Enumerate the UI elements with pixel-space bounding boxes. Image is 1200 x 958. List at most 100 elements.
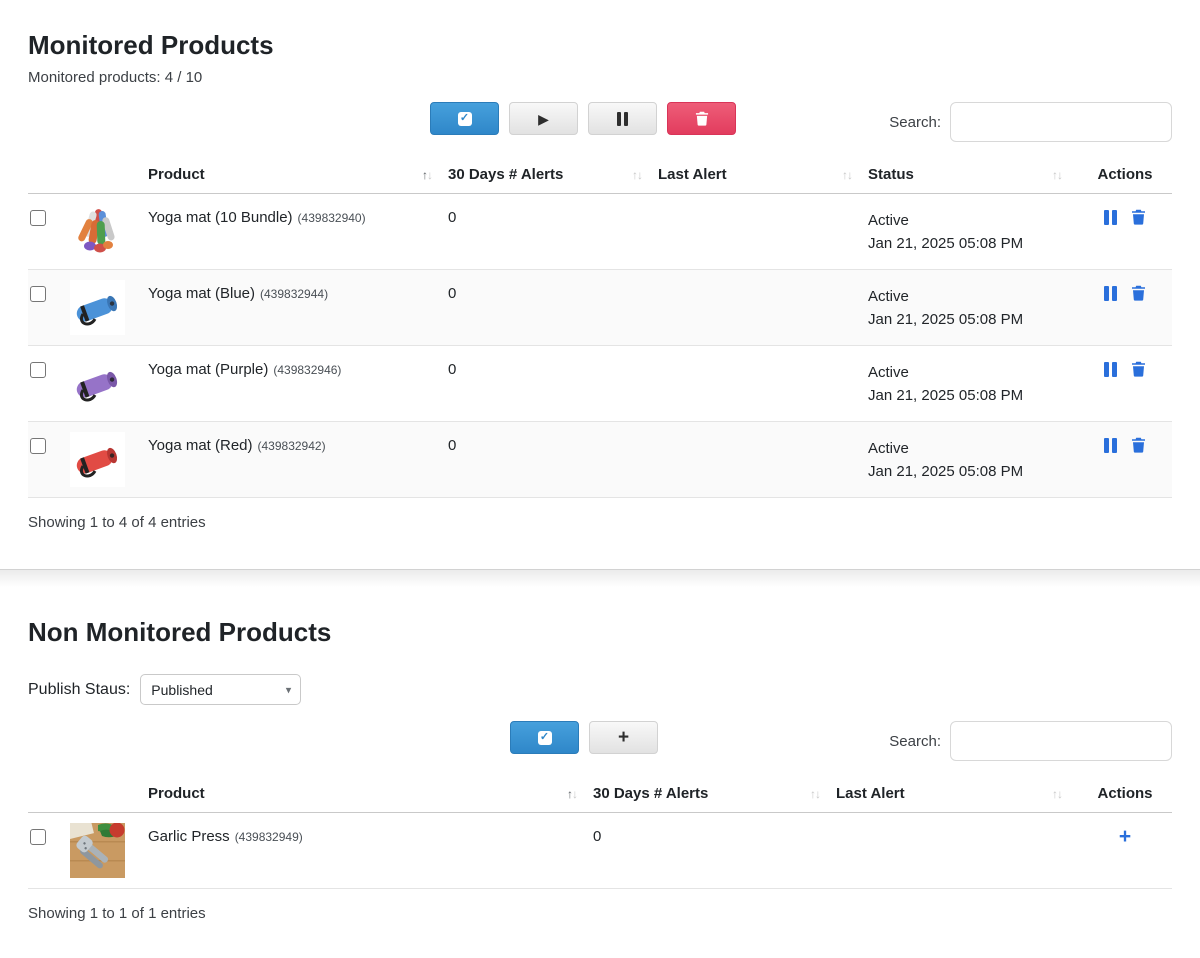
plus-icon: + bbox=[617, 727, 630, 748]
monitored-count-text: Monitored products: 4 / 10 bbox=[28, 69, 203, 86]
play-icon: ▶ bbox=[538, 110, 549, 127]
header-alerts[interactable]: 30 Days # Alerts ↑↓ bbox=[448, 160, 658, 194]
search-label: Search: bbox=[889, 113, 941, 131]
add-to-monitoring-button[interactable]: + bbox=[589, 721, 658, 754]
status-cell: Active Jan 21, 2025 05:08 PM bbox=[868, 193, 1078, 270]
sort-icon: ↑↓ bbox=[1052, 168, 1063, 182]
product-cell: Garlic Press (439832949) bbox=[148, 812, 593, 889]
row-checkbox[interactable] bbox=[30, 210, 46, 226]
header-last-alert[interactable]: Last Alert ↑↓ bbox=[836, 779, 1078, 813]
delete-product-icon[interactable] bbox=[1131, 437, 1146, 453]
pause-product-icon[interactable] bbox=[1104, 361, 1117, 377]
delete-selected-button[interactable] bbox=[667, 102, 736, 135]
header-actions: Actions bbox=[1078, 779, 1172, 813]
status-text: Active bbox=[868, 364, 909, 381]
non-monitored-products-table: Product ↑↓ 30 Days # Alerts ↑↓ Last Aler… bbox=[28, 779, 1172, 889]
sort-icon: ↑↓ bbox=[810, 787, 821, 801]
entries-info: Showing 1 to 1 of 1 entries bbox=[28, 905, 206, 922]
header-status[interactable]: Status ↑↓ bbox=[868, 160, 1078, 194]
trash-icon bbox=[695, 111, 708, 126]
alerts-cell: 0 bbox=[593, 812, 836, 889]
last-alert-cell bbox=[658, 269, 868, 346]
monitored-products-table: Product ↑↓ 30 Days # Alerts ↑↓ Last Aler… bbox=[28, 160, 1172, 498]
product-id: (439832944) bbox=[260, 287, 329, 301]
status-date: Jan 21, 2025 05:08 PM bbox=[868, 463, 1024, 480]
status-cell: Active Jan 21, 2025 05:08 PM bbox=[868, 269, 1078, 346]
status-text: Active bbox=[868, 288, 909, 305]
product-cell: Yoga mat (10 Bundle) (439832940) bbox=[148, 193, 448, 270]
header-product[interactable]: Product ↑↓ bbox=[148, 779, 593, 813]
status-text: Active bbox=[868, 440, 909, 457]
row-checkbox[interactable] bbox=[30, 438, 46, 454]
delete-product-icon[interactable] bbox=[1131, 285, 1146, 301]
status-cell: Active Jan 21, 2025 05:08 PM bbox=[868, 421, 1078, 498]
page-title: Non Monitored Products bbox=[28, 617, 332, 647]
product-name: Garlic Press bbox=[148, 828, 230, 845]
header-alerts[interactable]: 30 Days # Alerts ↑↓ bbox=[593, 779, 836, 813]
status-date: Jan 21, 2025 05:08 PM bbox=[868, 387, 1024, 404]
product-id: (439832942) bbox=[257, 439, 326, 453]
monitored-toolbar: ✓ ▶ Search: bbox=[28, 102, 1172, 146]
header-image-col bbox=[70, 779, 148, 813]
header-actions: Actions bbox=[1078, 160, 1172, 194]
product-image-garlic-press bbox=[70, 823, 125, 878]
sort-icon: ↑↓ bbox=[842, 168, 853, 182]
pause-product-icon[interactable] bbox=[1104, 437, 1117, 453]
header-checkbox-col bbox=[28, 779, 70, 813]
product-image-yoga-mat-red bbox=[70, 432, 125, 487]
search-input[interactable] bbox=[950, 721, 1172, 761]
non-monitored-toolbar: ✓ + Search: bbox=[28, 721, 1172, 765]
product-image-yoga-bundle bbox=[70, 204, 125, 259]
row-checkbox[interactable] bbox=[30, 286, 46, 302]
product-name: Yoga mat (Purple) bbox=[148, 361, 269, 378]
header-last-alert[interactable]: Last Alert ↑↓ bbox=[658, 160, 868, 194]
sort-icon: ↑↓ bbox=[422, 168, 433, 182]
product-id: (439832940) bbox=[297, 211, 366, 225]
last-alert-cell bbox=[658, 421, 868, 498]
resume-monitoring-button[interactable]: ▶ bbox=[509, 102, 578, 135]
table-row: Yoga mat (Purple) (439832946) 0 Active Ja… bbox=[28, 345, 1172, 422]
product-cell: Yoga mat (Red) (439832942) bbox=[148, 421, 448, 498]
row-checkbox[interactable] bbox=[30, 829, 46, 845]
product-image-yoga-mat-purple bbox=[70, 356, 125, 411]
section-divider bbox=[0, 569, 1200, 587]
select-all-button[interactable]: ✓ bbox=[510, 721, 579, 754]
sort-icon: ↑↓ bbox=[632, 168, 643, 182]
pause-product-icon[interactable] bbox=[1104, 209, 1117, 225]
product-name: Yoga mat (Blue) bbox=[148, 285, 256, 302]
search-label: Search: bbox=[889, 732, 941, 750]
header-checkbox-col bbox=[28, 160, 70, 194]
row-checkbox[interactable] bbox=[30, 362, 46, 378]
alerts-cell: 0 bbox=[448, 193, 658, 270]
status-date: Jan 21, 2025 05:08 PM bbox=[868, 235, 1024, 252]
publish-status-select[interactable]: Published bbox=[140, 674, 302, 705]
pause-product-icon[interactable] bbox=[1104, 285, 1117, 301]
status-cell: Active Jan 21, 2025 05:08 PM bbox=[868, 345, 1078, 422]
header-product[interactable]: Product ↑↓ bbox=[148, 160, 448, 194]
add-product-icon[interactable]: + bbox=[1118, 825, 1132, 848]
table-row: Yoga mat (10 Bundle) (439832940) 0 Active… bbox=[28, 193, 1172, 270]
product-name: Yoga mat (Red) bbox=[148, 437, 253, 454]
alerts-cell: 0 bbox=[448, 269, 658, 346]
checkbox-icon: ✓ bbox=[537, 730, 552, 745]
search-input[interactable] bbox=[950, 102, 1172, 142]
last-alert-cell bbox=[658, 345, 868, 422]
product-image-yoga-mat-blue bbox=[70, 280, 125, 335]
product-id: (439832946) bbox=[273, 363, 342, 377]
delete-product-icon[interactable] bbox=[1131, 361, 1146, 377]
sort-icon: ↑↓ bbox=[1052, 787, 1063, 801]
last-alert-cell bbox=[836, 812, 1078, 889]
last-alert-cell bbox=[658, 193, 868, 270]
alerts-cell: 0 bbox=[448, 421, 658, 498]
sort-icon: ↑↓ bbox=[567, 787, 578, 801]
non-monitored-products-section: Non Monitored Products Publish Staus: Pu… bbox=[0, 617, 1200, 922]
alerts-cell: 0 bbox=[448, 345, 658, 422]
pause-monitoring-button[interactable] bbox=[588, 102, 657, 135]
table-row: Garlic Press (439832949) 0 + bbox=[28, 812, 1172, 889]
product-cell: Yoga mat (Purple) (439832946) bbox=[148, 345, 448, 422]
select-all-button[interactable]: ✓ bbox=[430, 102, 499, 135]
status-date: Jan 21, 2025 05:08 PM bbox=[868, 311, 1024, 328]
delete-product-icon[interactable] bbox=[1131, 209, 1146, 225]
publish-status-label: Publish Staus: bbox=[28, 680, 131, 698]
pause-icon bbox=[617, 111, 628, 126]
